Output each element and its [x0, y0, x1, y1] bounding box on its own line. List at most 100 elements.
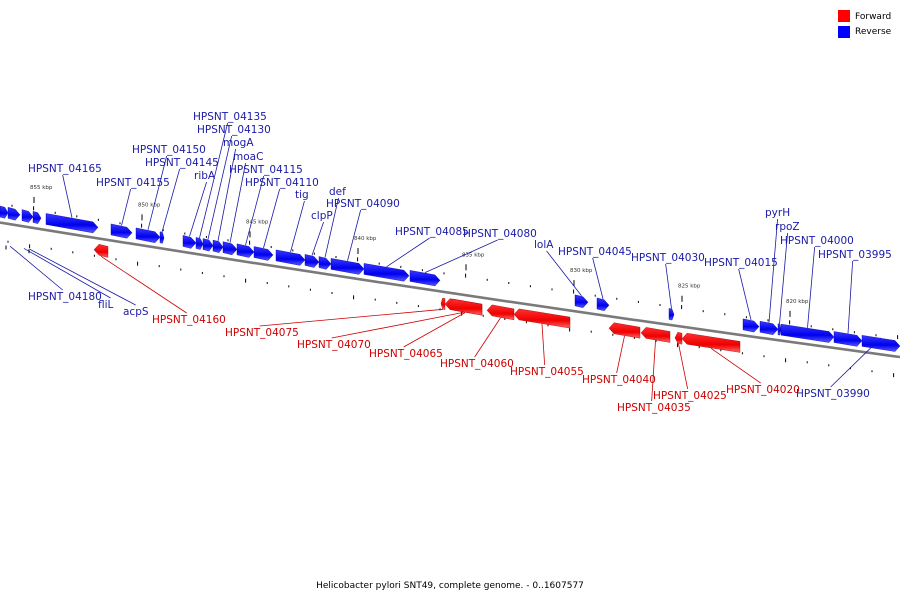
gene-arrow-reverse — [596, 297, 610, 311]
label-leader-line — [290, 200, 305, 253]
gene-label: clpP — [311, 210, 333, 222]
gene-label: HPSNT_04040 — [582, 374, 656, 386]
gene-label: HPSNT_04055 — [510, 366, 584, 378]
label-leader-line — [189, 181, 207, 237]
gene-arrow-forward — [486, 304, 515, 321]
scale-ticks: 855 kbp 850 kbp 845 kbp 840 kbp 835 kbp 830 k… — [7, 185, 899, 378]
label-leader-line — [347, 209, 362, 261]
gene-arrow-reverse — [330, 258, 365, 275]
gene-arrow-reverse — [409, 270, 441, 287]
gene-label: def — [329, 186, 346, 198]
label-leader-line — [147, 155, 168, 230]
gene-arrow-forward — [674, 331, 683, 345]
gene-label: HPSNT_04035 — [617, 402, 691, 414]
gene-arrow-reverse — [0, 205, 9, 219]
gene-arrow-reverse — [253, 246, 274, 261]
gene-arrow-reverse — [135, 227, 161, 243]
gene-arrow-reverse — [318, 256, 332, 270]
label-leader-line — [331, 311, 464, 339]
gene-arrow-reverse — [212, 239, 224, 253]
label-leader-line — [199, 122, 229, 239]
label-leader-line — [324, 197, 339, 258]
gene-arrow-reverse — [236, 243, 255, 258]
scale-tick-label: 855 kbp — [30, 185, 53, 191]
gene-label: HPSNT_04025 — [653, 390, 727, 402]
label-leader-line — [847, 260, 854, 334]
gene-label: HPSNT_04065 — [369, 348, 443, 360]
gene-features — [0, 205, 900, 353]
gene-label: HPSNT_04130 — [197, 124, 271, 136]
label-leader-line — [738, 268, 752, 321]
gene-arrow-reverse — [780, 323, 835, 343]
gene-label: HPSNT_04020 — [726, 384, 800, 396]
gene-label: HPSNT_04155 — [96, 177, 170, 189]
gene-arrow-forward — [681, 333, 741, 353]
gene-label: HPSNT_04075 — [225, 327, 299, 339]
scale-tick-label: 830 kbp — [570, 268, 593, 274]
gene-label: HPSNT_04000 — [780, 235, 854, 247]
gene-arrow-forward — [440, 297, 446, 310]
scale-tick-label: 820 kbp — [786, 299, 809, 305]
label-leader-line — [100, 256, 187, 314]
label-leader-line — [259, 308, 444, 327]
gene-label: HPSNT_04060 — [440, 358, 514, 370]
gene-arrow-reverse — [742, 318, 760, 333]
label-leader-line — [678, 343, 689, 390]
label-leader-line — [311, 221, 324, 256]
gene-label: HPSNT_04160 — [152, 314, 226, 326]
gene-arrow-reverse — [833, 331, 863, 347]
gene-label: HPSNT_04165 — [28, 163, 102, 175]
label-leader-line — [474, 317, 501, 358]
legend-reverse-label: Reverse — [855, 27, 892, 37]
gene-arrow-reverse — [304, 254, 320, 268]
gene-label: HPSNT_04030 — [631, 252, 705, 264]
gene-arrow-forward — [608, 322, 641, 339]
scale-tick-label: 825 kbp — [678, 284, 701, 290]
label-leader-line — [263, 188, 281, 249]
gene-label: tig — [295, 189, 309, 201]
gene-label: HPSNT_04115 — [229, 164, 303, 176]
label-leader-line — [23, 248, 111, 299]
legend-forward-swatch — [838, 10, 850, 22]
legend-reverse-swatch — [838, 26, 850, 38]
gene-arrow-reverse — [182, 235, 197, 249]
label-leader-line — [207, 135, 233, 240]
label-leader-line — [245, 175, 265, 246]
gene-arrow-reverse — [275, 249, 306, 266]
gene-label: HPSNT_04085 — [395, 226, 469, 238]
gene-arrow-reverse — [159, 231, 165, 244]
label-leader-line — [229, 162, 246, 243]
gene-arrow-reverse — [7, 207, 21, 221]
gene-label: HPSNT_03995 — [818, 249, 892, 261]
label-leader-line — [62, 174, 73, 218]
gene-label: HPSNT_04180 — [28, 291, 102, 303]
gene-label: acpS — [123, 306, 149, 318]
label-leader-line — [9, 245, 63, 291]
gene-label: HPSNT_04045 — [558, 246, 632, 258]
scale-tick-label: 840 kbp — [354, 236, 377, 242]
gene-label: HPSNT_04070 — [297, 339, 371, 351]
label-leader-line — [546, 250, 582, 297]
gene-arrow-reverse — [668, 308, 675, 321]
gene-label: rpoZ — [775, 221, 800, 233]
gene-arrow-reverse — [222, 241, 238, 256]
gene-label: fliL — [98, 299, 114, 311]
gene-arrow-reverse — [110, 223, 133, 239]
label-leaders — [9, 122, 882, 402]
label-leader-line — [161, 168, 181, 233]
gene-arrow-forward — [93, 243, 109, 258]
gene-arrow-reverse — [32, 211, 42, 224]
label-leader-line — [807, 246, 816, 328]
gene-arrow-reverse — [574, 294, 589, 308]
label-leader-line — [768, 218, 778, 323]
label-leader-line — [651, 340, 656, 402]
label-leader-line — [121, 188, 132, 226]
label-leader-line — [665, 263, 672, 309]
label-leader-line — [386, 237, 430, 268]
gene-label: moaC — [233, 151, 263, 163]
label-leader-line — [541, 323, 546, 366]
gene-arrow-reverse — [45, 213, 99, 234]
gene-label: HPSNT_04090 — [326, 198, 400, 210]
